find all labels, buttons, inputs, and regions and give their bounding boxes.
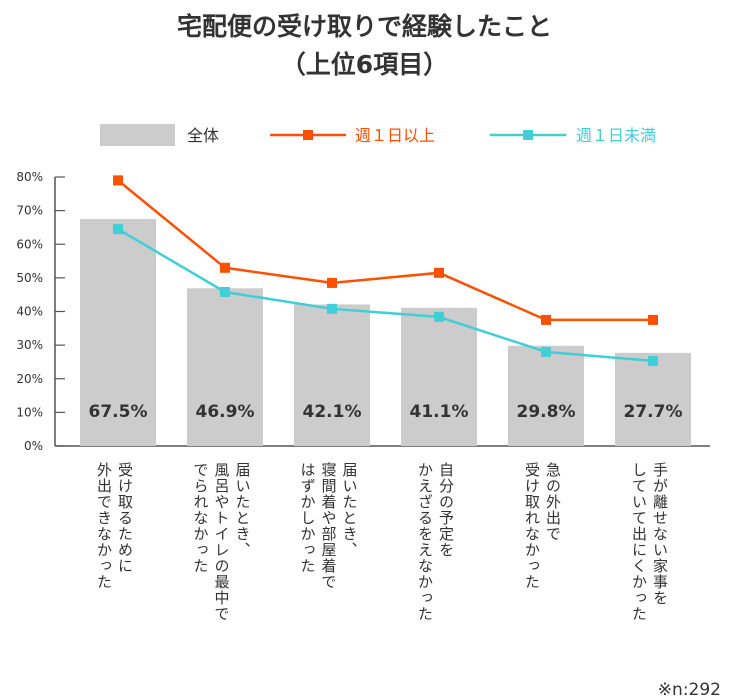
y-tick-label: 50% xyxy=(16,271,43,285)
category-label: 届いたとき、 寝間着や部屋着で はずかしかった xyxy=(298,462,359,590)
series-marker xyxy=(541,346,551,357)
y-tick-label: 60% xyxy=(16,237,43,251)
legend-label: 週１日以上 xyxy=(355,126,435,145)
sample-size-note: ※n:292 xyxy=(657,680,721,700)
bar xyxy=(615,352,691,446)
y-tick-label: 0% xyxy=(24,439,43,453)
y-tick-label: 10% xyxy=(16,405,43,419)
category-label: 手が離せない家事を していて出にくかった xyxy=(630,462,669,622)
series-marker xyxy=(113,224,123,235)
bar-data-label: 41.1% xyxy=(410,402,469,422)
legend-swatch-bar xyxy=(100,124,175,146)
category-label: 急の外出で 受け取れなかった xyxy=(523,462,562,590)
series-marker xyxy=(327,277,337,288)
category-label: 自分の予定を かえざるをえなかった xyxy=(416,462,455,622)
bar-data-label: 67.5% xyxy=(89,402,148,422)
y-tick-label: 70% xyxy=(16,204,43,218)
bar xyxy=(187,288,263,446)
legend-label: 週１日未満 xyxy=(576,126,656,145)
bar xyxy=(294,304,370,446)
bar xyxy=(508,345,584,446)
chart-title: 宅配便の受け取りで経験したこと （上位6項目） xyxy=(176,12,552,79)
y-tick-label: 40% xyxy=(16,305,43,319)
bar xyxy=(401,307,477,446)
bar xyxy=(80,219,156,446)
legend-label: 全体 xyxy=(187,126,219,145)
bar-data-label: 27.7% xyxy=(624,402,683,422)
series-marker xyxy=(648,355,658,366)
category-label: 届いたとき、 風呂やトイレの最中で でられなかった xyxy=(191,462,252,622)
series-marker xyxy=(220,286,230,297)
series-marker xyxy=(113,175,123,186)
legend-marker xyxy=(303,130,313,140)
series-marker xyxy=(541,314,551,325)
series-line xyxy=(117,228,654,363)
y-tick-label: 20% xyxy=(16,372,43,386)
legend-marker xyxy=(523,130,533,140)
bar-data-label: 29.8% xyxy=(517,402,576,422)
series-marker xyxy=(434,311,444,322)
series-marker xyxy=(434,267,444,278)
y-tick-label: 30% xyxy=(16,338,43,352)
series-marker xyxy=(220,262,230,273)
y-tick-label: 80% xyxy=(16,170,43,184)
bar-data-label: 42.1% xyxy=(303,402,362,422)
series-marker xyxy=(327,303,337,314)
series-marker xyxy=(648,314,658,325)
series-line xyxy=(117,179,653,322)
bar-data-label: 46.9% xyxy=(196,402,255,422)
category-label: 受け取るために 外出できなかった xyxy=(95,462,134,590)
